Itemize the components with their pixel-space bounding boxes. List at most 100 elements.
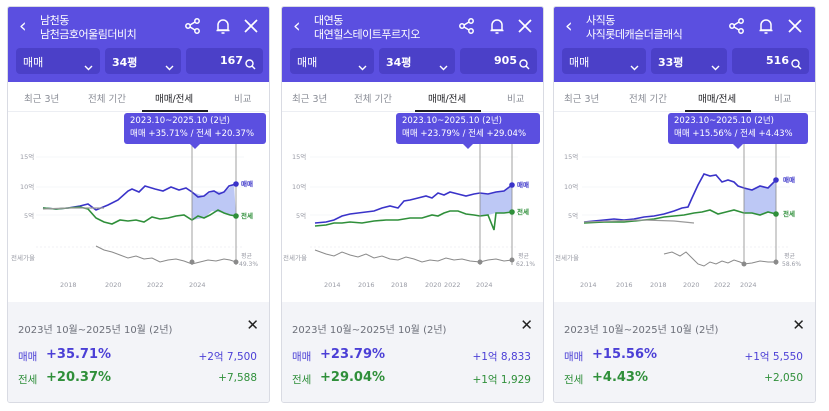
tooltip-sale: 매매 +23.79% bbox=[402, 129, 460, 139]
panel-3: ‹ 사직동 사직롯데캐슬더클래식 매매 33평 516 최근 3년 전체 기간 … bbox=[553, 6, 816, 403]
trade-type-select[interactable]: 매매 bbox=[16, 48, 100, 74]
x-tick: 2018 bbox=[650, 281, 667, 289]
bell-icon[interactable] bbox=[214, 17, 232, 35]
tab-sale-rent[interactable]: 매매/전세 bbox=[155, 94, 194, 105]
size-select[interactable]: 34평 bbox=[379, 48, 455, 74]
header: ‹ 사직동 사직롯데캐슬더클래식 매매 33평 516 bbox=[554, 7, 815, 82]
tab-bar: 최근 3년 전체 기간 매매/전세 비교 bbox=[8, 82, 269, 112]
rent-percent: +4.43% bbox=[592, 370, 648, 385]
rent-label: 전세 bbox=[18, 374, 38, 386]
rent-series-label: 전세 bbox=[517, 207, 529, 216]
tab-recent-3y[interactable]: 최근 3년 bbox=[292, 94, 328, 105]
tab-all-period[interactable]: 전체 기간 bbox=[88, 94, 126, 105]
close-icon[interactable] bbox=[786, 17, 804, 35]
listing-count-button[interactable]: 167 bbox=[186, 48, 263, 74]
back-icon[interactable]: ‹ bbox=[19, 15, 27, 37]
summary-range: 2023년 10월~2025년 10월 (2년) bbox=[292, 325, 447, 336]
range-tooltip: 2023.10~2025.10 (2년) 매매 +15.56% / 전세 +4.… bbox=[668, 113, 808, 149]
x-tick: 2022 bbox=[714, 281, 731, 289]
x-tick: 2014 bbox=[324, 281, 341, 289]
tab-recent-3y[interactable]: 최근 3년 bbox=[564, 94, 600, 105]
tab-all-period[interactable]: 전체 기간 bbox=[629, 94, 667, 105]
header: ‹ 남천동 남천금호어울림더비치 매매 34평 167 bbox=[8, 7, 269, 82]
price-chart: 15억 10억 5억 전세가율 매매 전세 평균 62.1% 2014 2016… bbox=[283, 142, 535, 289]
size-select[interactable]: 34평 bbox=[105, 48, 181, 74]
x-tick: 2024 bbox=[189, 281, 206, 289]
x-tick: 2020 bbox=[105, 281, 122, 289]
share-icon[interactable] bbox=[728, 17, 746, 35]
trade-type-select[interactable]: 매매 bbox=[290, 48, 374, 74]
back-icon[interactable]: ‹ bbox=[293, 15, 301, 37]
sale-series-label: 매매 bbox=[783, 175, 795, 184]
tab-compare[interactable]: 비교 bbox=[234, 94, 252, 105]
summary-range: 2023년 10월~2025년 10월 (2년) bbox=[564, 325, 719, 336]
avg-label: 평균 bbox=[241, 252, 253, 260]
x-tick: 2024 bbox=[740, 281, 757, 289]
sale-amount: +2억 7,500 bbox=[198, 351, 257, 363]
tab-sale-rent[interactable]: 매매/전세 bbox=[428, 94, 467, 105]
tooltip-rent: 전세 +29.04% bbox=[468, 129, 527, 139]
rent-amount: +7,588 bbox=[218, 372, 257, 384]
summary-card: 2023년 10월~2025년 10월 (2년) ✕ 매매 +35.71% +2… bbox=[8, 302, 269, 402]
x-tick: 2024 bbox=[476, 281, 493, 289]
tab-recent-3y[interactable]: 최근 3년 bbox=[24, 94, 60, 105]
search-icon bbox=[245, 55, 256, 74]
tooltip-rent: 전세 +20.37% bbox=[196, 129, 255, 139]
rent-percent: +29.04% bbox=[320, 370, 386, 385]
active-tab-indicator bbox=[142, 110, 208, 112]
chevron-down-icon bbox=[711, 56, 720, 75]
close-icon[interactable]: ✕ bbox=[792, 316, 805, 334]
back-icon[interactable]: ‹ bbox=[565, 15, 573, 37]
x-tick: 2020 bbox=[683, 281, 700, 289]
share-icon[interactable] bbox=[184, 17, 202, 35]
y-tick-10: 10억 bbox=[292, 183, 306, 191]
tooltip-sale: 매매 +15.56% bbox=[674, 129, 732, 139]
tab-compare[interactable]: 비교 bbox=[507, 94, 525, 105]
sale-series-label: 매매 bbox=[241, 179, 253, 188]
share-icon[interactable] bbox=[458, 17, 476, 35]
tab-all-period[interactable]: 전체 기간 bbox=[354, 94, 392, 105]
ratio-label: 전세가율 bbox=[283, 253, 307, 262]
active-tab-indicator bbox=[415, 110, 481, 112]
tooltip-rent: 전세 +4.43% bbox=[740, 129, 793, 139]
listing-count-button[interactable]: 516 bbox=[732, 48, 809, 74]
sale-series-label: 매매 bbox=[517, 180, 529, 189]
sale-percent: +35.71% bbox=[46, 347, 112, 362]
close-icon[interactable]: ✕ bbox=[246, 316, 259, 334]
close-icon[interactable] bbox=[242, 17, 260, 35]
active-tab-indicator bbox=[685, 110, 751, 112]
avg-value: 58.6% bbox=[782, 261, 801, 268]
sale-percent: +23.79% bbox=[320, 347, 386, 362]
close-icon[interactable]: ✕ bbox=[520, 316, 533, 334]
search-icon bbox=[791, 55, 802, 74]
ratio-label: 전세가율 bbox=[555, 253, 579, 262]
listing-count-button[interactable]: 905 bbox=[460, 48, 537, 74]
panel-1: ‹ 남천동 남천금호어울림더비치 매매 34평 167 최근 3년 전체 기간 … bbox=[7, 6, 270, 403]
rent-percent: +20.37% bbox=[46, 370, 112, 385]
y-tick-15: 15억 bbox=[292, 153, 306, 161]
size-select[interactable]: 33평 bbox=[651, 48, 727, 74]
bell-icon[interactable] bbox=[488, 17, 506, 35]
x-tick: 2016 bbox=[358, 281, 375, 289]
tab-sale-rent[interactable]: 매매/전세 bbox=[698, 94, 737, 105]
rent-amount: +2,050 bbox=[764, 372, 803, 384]
x-tick: 2016 bbox=[616, 281, 633, 289]
tab-compare[interactable]: 비교 bbox=[774, 94, 792, 105]
chevron-down-icon bbox=[165, 56, 174, 75]
bell-icon[interactable] bbox=[757, 17, 775, 35]
price-chart: 15억 10억 5억 전세가율 매매 전세 평균 58.6% 2014 2016… bbox=[555, 142, 801, 289]
sale-label: 매매 bbox=[18, 351, 38, 363]
tooltip-range: 2023.10~2025.10 (2년) bbox=[130, 116, 230, 126]
range-tooltip: 2023.10~2025.10 (2년) 매매 +35.71% / 전세 +20… bbox=[124, 113, 266, 149]
x-tick: 2014 bbox=[580, 281, 597, 289]
y-tick-5: 5억 bbox=[24, 212, 34, 220]
close-icon[interactable] bbox=[516, 17, 534, 35]
x-tick: 2022 bbox=[444, 281, 461, 289]
chevron-down-icon bbox=[630, 56, 639, 75]
x-tick: 2018 bbox=[391, 281, 408, 289]
trade-type-select[interactable]: 매매 bbox=[562, 48, 646, 74]
sale-percent: +15.56% bbox=[592, 347, 658, 362]
tooltip-sale: 매매 +35.71% bbox=[130, 129, 188, 139]
rent-amount: +1억 1,929 bbox=[472, 374, 531, 386]
apartment-title: 대연동 대연힐스테이트푸르지오 bbox=[314, 14, 420, 41]
